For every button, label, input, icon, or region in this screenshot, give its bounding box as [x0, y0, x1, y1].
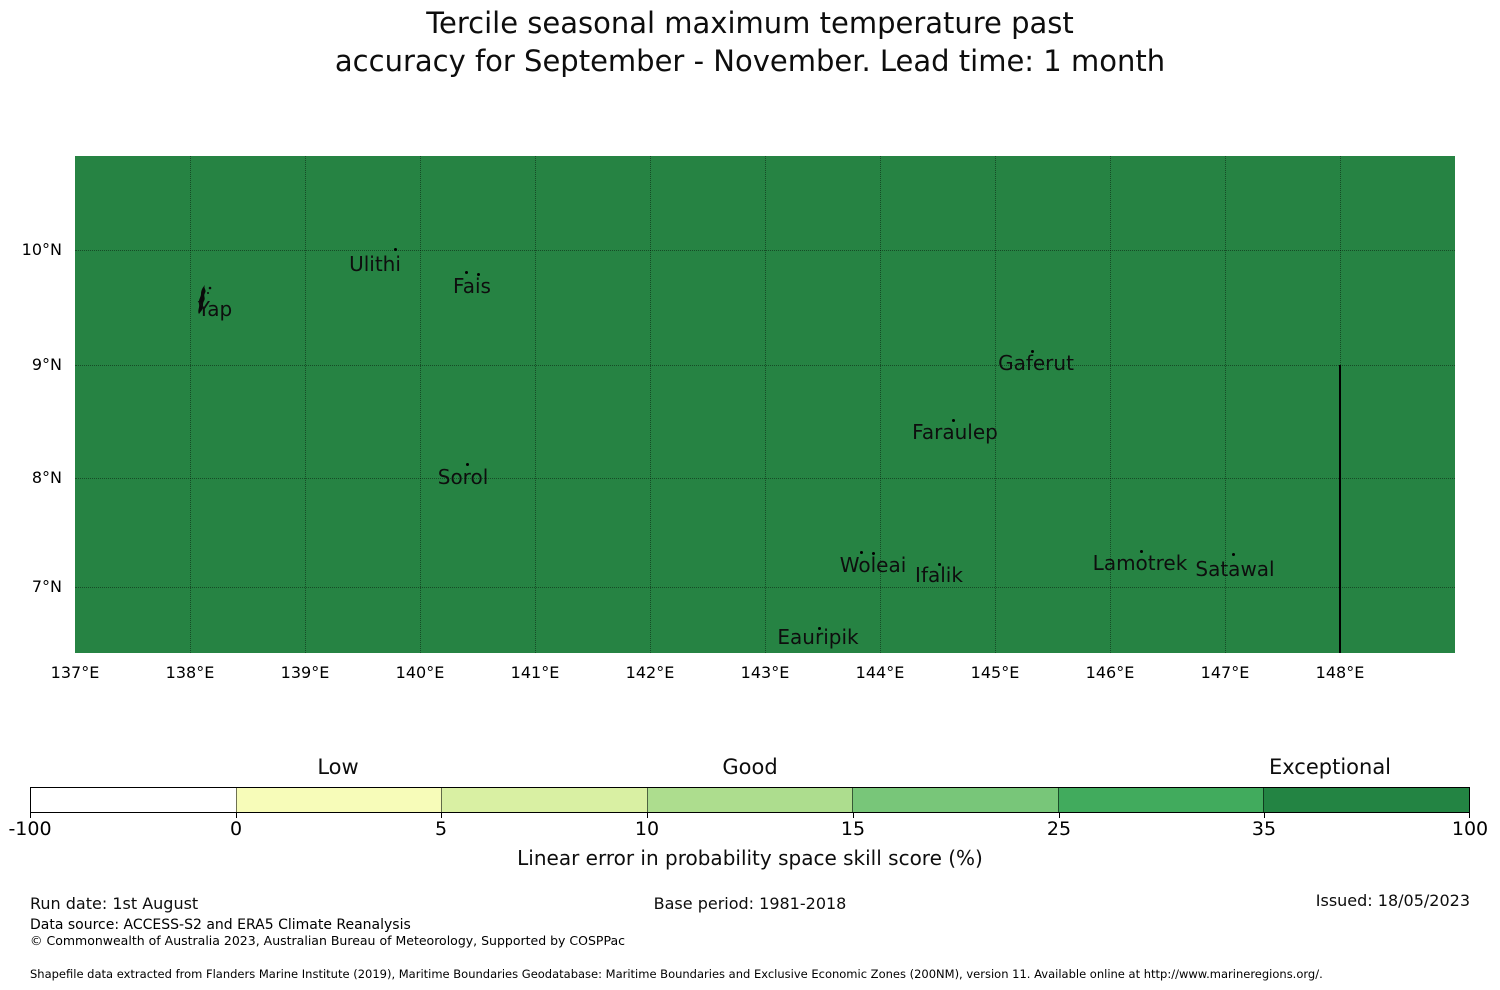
colorbar-category-good: Good	[722, 755, 778, 779]
chart-title-line1: Tercile seasonal maximum temperature pas…	[426, 6, 1074, 40]
colorbar	[30, 787, 1470, 813]
map-plot-area: Yap Ulithi Fais Sorol Gaferut Faraulep W…	[75, 156, 1455, 653]
gridline-138e	[190, 156, 191, 653]
eez-boundary-line	[1339, 365, 1341, 653]
gridline-147e	[1225, 156, 1226, 653]
y-tick-7n: 7°N	[31, 577, 62, 596]
gridline-142e	[650, 156, 651, 653]
gridline-8n	[75, 478, 1455, 479]
x-tick-146e: 146°E	[1085, 663, 1135, 682]
y-tick-10n: 10°N	[21, 240, 62, 259]
chart-title-line2: accuracy for September - November. Lead …	[334, 44, 1166, 78]
colorbar-tickmark-10	[647, 813, 648, 818]
island-label-eauripik: Eauripik	[777, 625, 859, 649]
colorbar-tick-25: 25	[1046, 818, 1072, 840]
ulithi-island-dot	[394, 248, 397, 251]
x-tick-145e: 145°E	[970, 663, 1020, 682]
colorbar-segment-1	[31, 788, 236, 812]
gridline-139e	[305, 156, 306, 653]
x-tick-148e: 148°E	[1315, 663, 1365, 682]
colorbar-tick-15: 15	[840, 818, 866, 840]
island-label-fais: Fais	[453, 274, 491, 298]
x-tick-140e: 140°E	[395, 663, 445, 682]
island-label-gaferut: Gaferut	[998, 351, 1074, 375]
colorbar-segment-2	[235, 788, 442, 812]
gaferut-island-dot	[1031, 350, 1034, 353]
colorbar-tickmark-15	[853, 813, 854, 818]
colorbar-axis-label: Linear error in probability space skill …	[517, 846, 983, 870]
gridline-7n	[75, 587, 1455, 588]
island-label-sorol: Sorol	[437, 465, 489, 489]
colorbar-segment-4	[646, 788, 853, 812]
lamotrek-island-dot	[1140, 550, 1143, 553]
island-label-woleai: Woleai	[839, 553, 907, 577]
island-label-satawal: Satawal	[1195, 557, 1275, 581]
colorbar-tickmark-0	[236, 813, 237, 818]
colorbar-segment-7	[1263, 788, 1470, 812]
woleai-island-dot	[860, 551, 863, 554]
issued-date-text: Issued: 18/05/2023	[1315, 891, 1470, 910]
gridline-141e	[535, 156, 536, 653]
colorbar-tick-5: 5	[434, 818, 448, 840]
chart-title: Tercile seasonal maximum temperature pas…	[0, 4, 1500, 80]
x-tick-147e: 147°E	[1200, 663, 1250, 682]
gridline-144e	[880, 156, 881, 653]
gridline-10n	[75, 250, 1455, 251]
colorbar-tick-35: 35	[1251, 818, 1277, 840]
data-source-text: Data source: ACCESS-S2 and ERA5 Climate …	[30, 917, 411, 933]
y-tick-9n: 9°N	[31, 355, 62, 374]
colorbar-tick-100: 100	[1451, 818, 1489, 840]
colorbar-tick-10: 10	[634, 818, 660, 840]
colorbar-tick-m100: -100	[8, 818, 52, 840]
x-tick-137e: 137°E	[50, 663, 100, 682]
fais-island-dot2	[477, 273, 480, 276]
gridline-9n	[75, 365, 1455, 366]
copyright-text: © Commonwealth of Australia 2023, Austra…	[30, 933, 625, 948]
gridline-146e	[1110, 156, 1111, 653]
yap-island-shape	[198, 285, 212, 314]
run-date-text: Run date: 1st August	[30, 894, 199, 913]
island-label-faraulep: Faraulep	[912, 420, 998, 444]
colorbar-segment-5	[852, 788, 1058, 812]
x-tick-144e: 144°E	[855, 663, 905, 682]
y-tick-8n: 8°N	[31, 468, 62, 487]
x-tick-139e: 139°E	[280, 663, 330, 682]
island-label-yap: Yap	[197, 297, 233, 321]
x-tick-138e: 138°E	[165, 663, 215, 682]
shapefile-note-text: Shapefile data extracted from Flanders M…	[30, 967, 1323, 981]
faraulep-island-dot	[952, 419, 955, 422]
island-label-ulithi: Ulithi	[349, 252, 401, 276]
colorbar-tick-0: 0	[229, 818, 243, 840]
island-label-ifalik: Ifalik	[915, 563, 963, 587]
satawal-island-dot	[1232, 553, 1235, 556]
woleai-island-dot2	[872, 552, 875, 555]
gridline-143e	[765, 156, 766, 653]
x-tick-143e: 143°E	[740, 663, 790, 682]
island-label-lamotrek: Lamotrek	[1092, 551, 1188, 575]
x-tick-142e: 142°E	[625, 663, 675, 682]
gridline-140e	[420, 156, 421, 653]
colorbar-segment-6	[1057, 788, 1264, 812]
colorbar-category-exceptional: Exceptional	[1268, 755, 1392, 779]
base-period-text: Base period: 1981-2018	[653, 894, 847, 913]
colorbar-tickmark-5	[441, 813, 442, 818]
colorbar-tickmark-100	[1469, 813, 1470, 818]
colorbar-category-low: Low	[317, 755, 359, 779]
x-tick-141e: 141°E	[510, 663, 560, 682]
sorol-island-dot	[466, 463, 469, 466]
colorbar-tickmark-25	[1059, 813, 1060, 818]
eauripik-island-dot	[818, 627, 821, 630]
colorbar-segment-3	[441, 788, 647, 812]
ifalik-island-dot	[938, 563, 941, 566]
colorbar-tickmark-35	[1264, 813, 1265, 818]
colorbar-tickmark-m100	[30, 813, 31, 818]
gridline-145e	[995, 156, 996, 653]
fais-island-dot	[465, 271, 468, 274]
